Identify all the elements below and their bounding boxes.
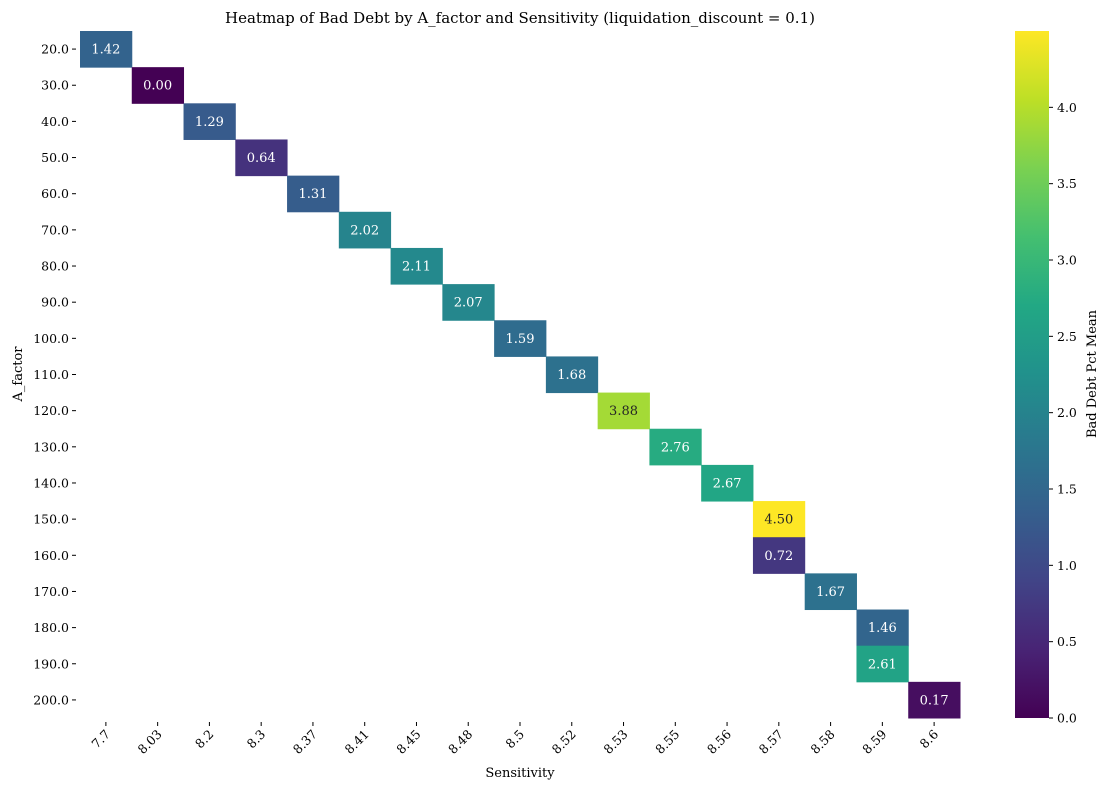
x-tick-label: 8.41 [342, 727, 372, 757]
heatmap-cell [804, 573, 857, 611]
y-tick-label: 160.0 [33, 548, 69, 563]
x-tick-label: 8.48 [445, 726, 475, 756]
y-tick-label: 30.0 [41, 78, 69, 93]
heatmap-cells: 1.42 0.00 1.29 0.64 1.31 2.02 2.11 2.07 1.59 1.68… [80, 31, 961, 719]
heatmap-cell [701, 464, 754, 502]
y-tick-label: 190.0 [33, 656, 69, 671]
x-axis-label: Sensitivity [485, 766, 555, 781]
heatmap-cell [856, 609, 909, 647]
colorbar-tick-label: 1.0 [1057, 558, 1077, 573]
x-tick-label: 8.57 [756, 726, 786, 756]
heatmap-cell [442, 284, 495, 321]
colorbar-tick-label: 2.5 [1057, 329, 1077, 344]
cell-value-label: 1.68 [557, 368, 586, 383]
cell-value-label: 1.67 [816, 585, 845, 600]
y-tick-label: 100.0 [33, 331, 69, 346]
y-tick-label: 150.0 [33, 512, 69, 527]
y-tick-label: 80.0 [41, 259, 69, 274]
x-tick-label: 8.45 [393, 727, 423, 757]
x-tick-label: 8.56 [704, 726, 734, 756]
heatmap-cell [131, 67, 185, 104]
cell-value-label: 1.59 [506, 332, 535, 347]
y-tick-label: 170.0 [33, 584, 69, 599]
cell-value-label: 2.11 [402, 260, 431, 275]
y-axis-label: A_factor [11, 346, 26, 403]
heatmap-cell [494, 320, 547, 357]
y-tick-label: 70.0 [41, 222, 69, 237]
cell-value-label: 1.31 [298, 187, 327, 202]
heatmap-cell [287, 175, 340, 213]
x-tick-label: 8.55 [652, 727, 682, 757]
x-tick-label: 8.52 [549, 727, 579, 757]
x-axis-ticks: 7.7 8.03 8.2 8.3 8.37 8.41 8.45 8.48 8.5 8.52 8.53… [88, 722, 941, 757]
y-tick-label: 90.0 [41, 295, 69, 310]
cell-value-label: 4.50 [764, 513, 793, 528]
cell-value-label: 2.67 [713, 476, 742, 491]
x-tick-label: 7.7 [88, 726, 113, 751]
cell-value-label: 1.42 [91, 43, 120, 58]
colorbar [1015, 31, 1049, 718]
heatmap-cell [752, 537, 806, 574]
colorbar-tick-label: 0.0 [1057, 711, 1077, 726]
y-tick-label: 20.0 [41, 42, 69, 57]
x-tick-label: 8.6 [917, 726, 942, 751]
heatmap-cell [235, 139, 288, 177]
colorbar-tick-label: 3.5 [1057, 176, 1077, 191]
colorbar-tick-label: 0.5 [1057, 634, 1077, 649]
colorbar-tick-label: 2.0 [1057, 405, 1077, 420]
y-tick-label: 40.0 [41, 114, 69, 129]
cell-value-label: 1.46 [868, 621, 897, 636]
x-tick-label: 8.2 [192, 727, 217, 752]
x-tick-label: 8.53 [600, 726, 630, 756]
y-tick-label: 200.0 [33, 692, 69, 707]
cell-value-label: 2.02 [350, 223, 379, 238]
cell-value-label: 0.17 [920, 693, 949, 708]
heatmap-cell [908, 681, 961, 719]
colorbar-tick-label: 3.0 [1057, 253, 1077, 268]
heatmap-cell [856, 645, 909, 683]
cell-value-label: 0.72 [764, 549, 793, 564]
cell-value-label: 2.07 [454, 296, 483, 311]
colorbar-ticks: 0.0 0.5 1.0 1.5 2.0 2.5 3.0 3.5 4.0 [1049, 100, 1077, 726]
cell-value-label: 0.64 [247, 151, 276, 166]
x-tick-label: 8.5 [502, 727, 527, 752]
cell-value-label: 3.88 [609, 404, 638, 419]
heatmap-cell [649, 428, 702, 466]
y-tick-label: 50.0 [41, 150, 69, 165]
cell-value-label: 2.76 [661, 440, 690, 455]
heatmap-cell [752, 501, 806, 538]
heatmap-cell [597, 392, 650, 430]
chart-title: Heatmap of Bad Debt by A_factor and Sens… [225, 9, 815, 27]
heatmap-cell [390, 247, 443, 285]
cell-value-label: 1.29 [195, 115, 224, 130]
colorbar-tick-label: 1.5 [1057, 482, 1077, 497]
y-tick-label: 110.0 [33, 367, 69, 382]
x-tick-label: 8.58 [807, 726, 837, 756]
y-axis-ticks: 20.0 30.0 40.0 50.0 60.0 70.0 80.0 90.0 100.0 110… [33, 42, 76, 707]
y-tick-label: 180.0 [33, 620, 69, 635]
heatmap-cell [545, 356, 599, 394]
colorbar-label: Bad Debt Pct Mean [1085, 309, 1100, 438]
x-tick-label: 8.37 [290, 726, 320, 756]
heatmap-cell [183, 103, 236, 140]
cell-value-label: 2.61 [868, 657, 897, 672]
y-tick-label: 140.0 [33, 475, 69, 490]
x-tick-label: 8.3 [244, 726, 269, 751]
y-tick-label: 120.0 [33, 403, 69, 418]
x-tick-label: 8.59 [859, 726, 889, 756]
heatmap-cell [80, 31, 133, 68]
y-tick-label: 130.0 [33, 439, 69, 454]
cell-value-label: 0.00 [143, 79, 172, 94]
x-tick-label: 8.03 [134, 726, 164, 756]
heatmap-cell [338, 211, 392, 249]
y-tick-label: 60.0 [41, 186, 69, 201]
colorbar-tick-label: 4.0 [1057, 100, 1077, 115]
